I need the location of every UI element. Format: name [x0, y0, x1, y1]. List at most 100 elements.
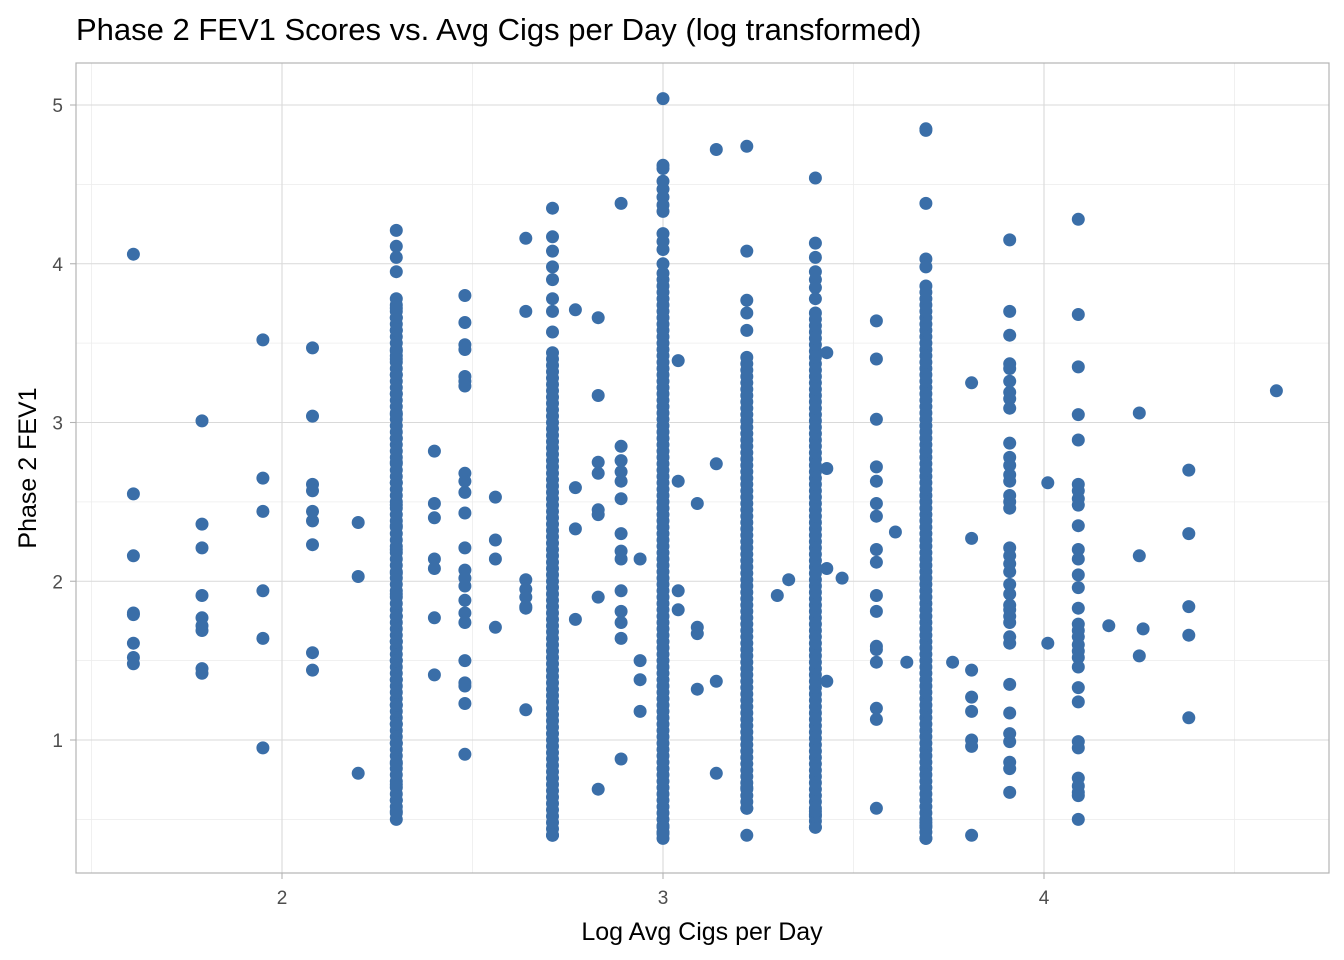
- data-point-105: [633, 673, 647, 687]
- data-point-92: [614, 465, 628, 479]
- data-point-617: [740, 781, 754, 795]
- data-point-111: [690, 497, 704, 510]
- data-point-194: [1071, 360, 1085, 374]
- data-point-32: [351, 516, 365, 529]
- data-point-31: [306, 663, 319, 677]
- data-point-11: [195, 589, 209, 602]
- data-point-323: [389, 323, 403, 337]
- data-point-189: [1003, 785, 1017, 799]
- data-point-140: [869, 701, 883, 715]
- data-point-90: [614, 439, 628, 453]
- data-point-10: [195, 541, 209, 555]
- data-point-195: [1071, 408, 1085, 422]
- data-point-116: [709, 457, 723, 471]
- data-point-226: [1132, 649, 1146, 663]
- data-point-612: [740, 293, 754, 307]
- data-point-104: [633, 654, 647, 668]
- data-point-165: [1003, 458, 1017, 472]
- data-point-161: [1003, 392, 1017, 406]
- data-point-340: [389, 673, 403, 687]
- data-point-20: [256, 584, 270, 598]
- data-point-52: [458, 506, 472, 520]
- data-point-142: [869, 801, 883, 815]
- data-point-0: [126, 247, 140, 261]
- data-point-130: [869, 474, 883, 488]
- data-point-28: [306, 514, 319, 528]
- data-point-338: [389, 635, 403, 649]
- y-axis-label: Phase 2 FEV1: [14, 387, 42, 548]
- data-point-62: [458, 679, 472, 693]
- data-point-63: [458, 697, 472, 710]
- data-point-81: [591, 311, 605, 325]
- data-point-186: [1003, 735, 1017, 749]
- data-point-106: [633, 704, 647, 718]
- data-point-24: [306, 409, 319, 423]
- data-point-203: [1071, 552, 1085, 566]
- data-point-228: [1182, 463, 1196, 477]
- data-point-76: [519, 304, 533, 318]
- data-point-331: [389, 476, 403, 490]
- data-point-328: [389, 408, 403, 422]
- data-point-35: [427, 444, 441, 458]
- data-point-94: [614, 492, 628, 506]
- data-point-139: [869, 655, 883, 669]
- data-point-232: [1182, 711, 1196, 725]
- data-point-1: [126, 487, 140, 501]
- data-point-103: [633, 552, 647, 566]
- data-point-98: [614, 584, 628, 598]
- data-point-170: [1003, 501, 1017, 515]
- data-point-57: [458, 593, 472, 607]
- data-point-23: [306, 341, 319, 355]
- data-point-803: [919, 831, 933, 845]
- data-point-14: [195, 624, 209, 637]
- data-point-16: [195, 666, 209, 680]
- data-point-432: [546, 325, 559, 339]
- data-point-152: [965, 739, 979, 753]
- data-point-50: [458, 474, 472, 488]
- data-point-330: [389, 455, 403, 469]
- data-point-329: [389, 431, 403, 445]
- data-point-163: [1003, 436, 1017, 450]
- data-point-4: [126, 608, 140, 622]
- data-point-318: [389, 239, 403, 253]
- data-point-201: [1071, 519, 1085, 533]
- data-point-126: [869, 314, 883, 328]
- data-point-428: [546, 260, 559, 274]
- data-point-65: [488, 490, 502, 504]
- data-point-67: [488, 552, 502, 566]
- data-point-80: [568, 612, 582, 626]
- data-point-317: [389, 223, 403, 237]
- data-point-30: [306, 646, 319, 660]
- y-tick-label-4: 5: [52, 96, 63, 117]
- data-point-134: [869, 555, 883, 569]
- data-point-182: [1003, 636, 1017, 650]
- data-point-43: [458, 316, 472, 329]
- data-point-223: [1102, 619, 1116, 633]
- data-point-424: [546, 346, 559, 360]
- data-point-336: [389, 587, 403, 601]
- data-point-33: [351, 570, 365, 583]
- data-point-73: [519, 601, 533, 615]
- data-point-59: [458, 616, 472, 629]
- data-point-430: [546, 292, 559, 306]
- data-point-78: [568, 481, 582, 495]
- data-point-615: [740, 828, 754, 842]
- y-axis-ticks: 1 2 3 4 5: [52, 96, 76, 752]
- data-point-19: [256, 504, 270, 518]
- data-point-162: [1003, 401, 1017, 415]
- data-point-534: [656, 243, 670, 256]
- data-point-51: [458, 485, 472, 499]
- data-point-614: [740, 323, 754, 337]
- data-point-125: [835, 571, 849, 585]
- plot-panel-border: [75, 62, 1330, 874]
- data-point-149: [965, 690, 979, 704]
- data-point-27: [306, 504, 319, 518]
- data-point-433: [546, 828, 559, 842]
- data-point-613: [740, 306, 754, 320]
- data-point-215: [1071, 695, 1085, 709]
- data-point-707: [808, 820, 822, 834]
- data-point-141: [869, 712, 883, 726]
- data-point-222: [1071, 812, 1085, 826]
- data-point-2: [126, 549, 140, 563]
